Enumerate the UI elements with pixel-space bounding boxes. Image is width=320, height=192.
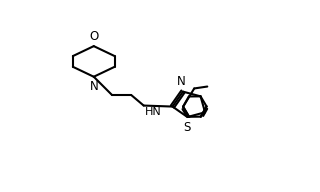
Text: N: N: [177, 75, 186, 88]
Text: HN: HN: [145, 107, 161, 117]
Text: N: N: [89, 80, 98, 93]
Text: S: S: [183, 121, 190, 134]
Text: O: O: [89, 30, 98, 43]
